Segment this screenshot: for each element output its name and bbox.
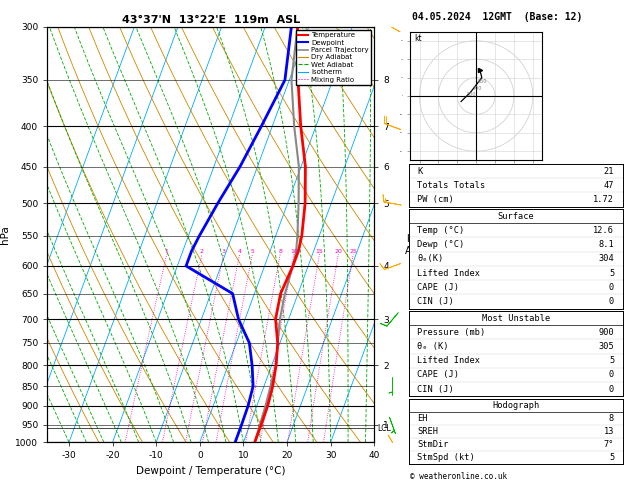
Text: CAPE (J): CAPE (J) — [418, 370, 459, 380]
Text: 25: 25 — [349, 249, 357, 254]
Text: 1: 1 — [165, 249, 169, 254]
Text: CIN (J): CIN (J) — [418, 297, 454, 306]
X-axis label: Dewpoint / Temperature (°C): Dewpoint / Temperature (°C) — [136, 466, 286, 476]
Text: 47: 47 — [604, 181, 614, 190]
Text: 8: 8 — [278, 249, 282, 254]
Text: 8.1: 8.1 — [598, 240, 614, 249]
Text: 04.05.2024  12GMT  (Base: 12): 04.05.2024 12GMT (Base: 12) — [412, 12, 582, 22]
Text: Hodograph: Hodograph — [492, 400, 540, 410]
Title: 43°37'N  13°22'E  119m  ASL: 43°37'N 13°22'E 119m ASL — [121, 15, 300, 25]
Text: Pressure (mb): Pressure (mb) — [418, 328, 486, 337]
Legend: Temperature, Dewpoint, Parcel Trajectory, Dry Adiabat, Wet Adiabat, Isotherm, Mi: Temperature, Dewpoint, Parcel Trajectory… — [296, 30, 370, 85]
Text: 305: 305 — [598, 342, 614, 351]
Text: EH: EH — [418, 414, 428, 423]
Text: © weatheronline.co.uk: © weatheronline.co.uk — [410, 472, 507, 481]
Text: 1.72: 1.72 — [593, 195, 614, 204]
Text: 12.6: 12.6 — [593, 226, 614, 235]
Text: 850: 850 — [478, 79, 487, 84]
Text: K: K — [418, 167, 423, 176]
Text: 0: 0 — [609, 384, 614, 394]
Text: θₑ(K): θₑ(K) — [418, 254, 443, 263]
Text: 13: 13 — [604, 427, 614, 436]
Text: 10: 10 — [290, 249, 298, 254]
Text: 21: 21 — [604, 167, 614, 176]
Text: CIN (J): CIN (J) — [418, 384, 454, 394]
Text: PW (cm): PW (cm) — [418, 195, 454, 204]
Text: LCL: LCL — [377, 424, 391, 433]
Text: 3: 3 — [221, 249, 226, 254]
Text: 7°: 7° — [604, 440, 614, 449]
Text: 700: 700 — [472, 87, 482, 91]
Text: 5: 5 — [609, 356, 614, 365]
Text: 900: 900 — [598, 328, 614, 337]
Text: StmDir: StmDir — [418, 440, 449, 449]
Text: 0: 0 — [609, 297, 614, 306]
Text: Lifted Index: Lifted Index — [418, 269, 481, 278]
Text: Temp (°C): Temp (°C) — [418, 226, 465, 235]
Text: 15: 15 — [316, 249, 323, 254]
Y-axis label: km
ASL: km ASL — [405, 235, 423, 256]
Text: SREH: SREH — [418, 427, 438, 436]
Text: CAPE (J): CAPE (J) — [418, 283, 459, 292]
Text: 2: 2 — [200, 249, 204, 254]
Text: Dewp (°C): Dewp (°C) — [418, 240, 465, 249]
Text: 4: 4 — [238, 249, 242, 254]
Text: StmSpd (kt): StmSpd (kt) — [418, 453, 475, 462]
Text: 304: 304 — [598, 254, 614, 263]
Text: Surface: Surface — [498, 211, 534, 221]
Text: 5: 5 — [250, 249, 254, 254]
Text: kt: kt — [414, 34, 421, 43]
Text: 5: 5 — [609, 269, 614, 278]
Text: Lifted Index: Lifted Index — [418, 356, 481, 365]
Text: 5: 5 — [609, 453, 614, 462]
Text: Totals Totals: Totals Totals — [418, 181, 486, 190]
Text: θₑ (K): θₑ (K) — [418, 342, 449, 351]
Text: 20: 20 — [335, 249, 342, 254]
Text: 0: 0 — [609, 283, 614, 292]
Text: 0: 0 — [609, 370, 614, 380]
Text: 500: 500 — [467, 92, 476, 97]
Text: Most Unstable: Most Unstable — [482, 313, 550, 323]
Text: 8: 8 — [609, 414, 614, 423]
Y-axis label: hPa: hPa — [0, 225, 9, 244]
